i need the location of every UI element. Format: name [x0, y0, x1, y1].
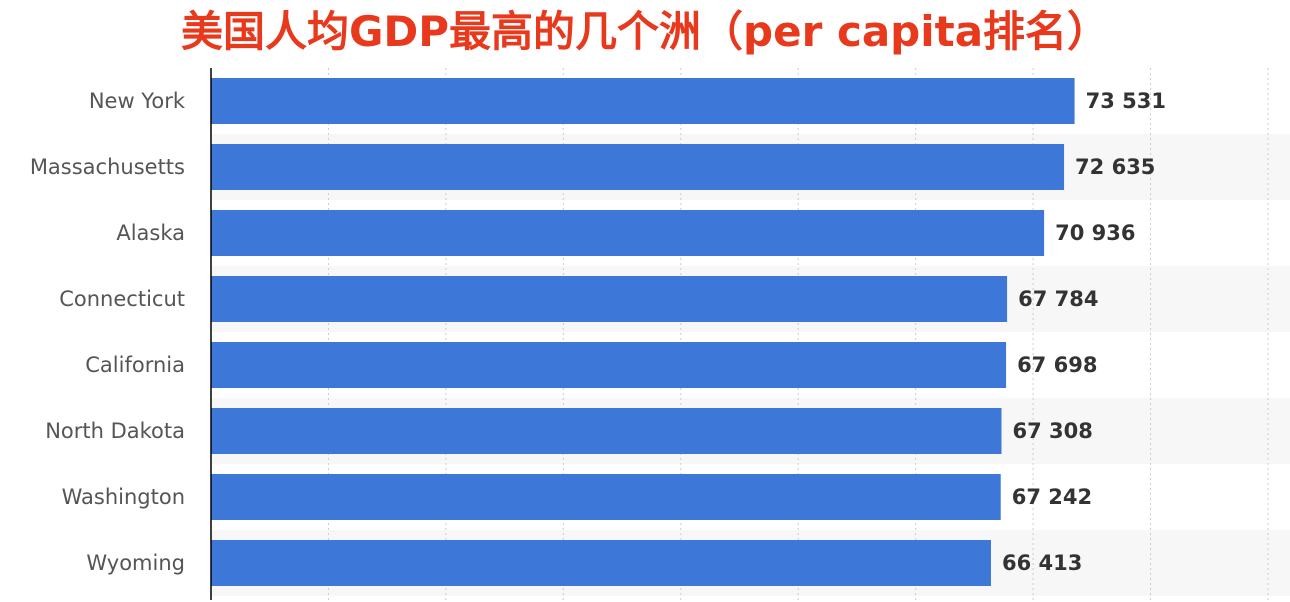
bar — [211, 78, 1075, 124]
bars — [211, 78, 1075, 586]
gridlines — [327, 68, 1269, 600]
bar — [211, 408, 1002, 454]
value-label: 73 531 — [1086, 89, 1166, 113]
category-label: North Dakota — [45, 419, 185, 443]
category-label: Massachusetts — [30, 155, 185, 179]
bar — [211, 210, 1045, 256]
category-label: Alaska — [116, 221, 185, 245]
value-label: 67 242 — [1012, 485, 1092, 509]
category-label: Connecticut — [59, 287, 185, 311]
value-label: 70 936 — [1055, 221, 1135, 245]
value-label: 67 698 — [1017, 353, 1097, 377]
category-label: Wyoming — [86, 551, 185, 575]
value-labels: 73 531 72 635 70 936 67 784 67 698 67 308 67 2… — [1002, 89, 1166, 575]
value-label: 72 635 — [1075, 155, 1155, 179]
value-label: 67 784 — [1018, 287, 1098, 311]
bar — [211, 342, 1007, 388]
bar — [211, 144, 1065, 190]
category-label: California — [85, 353, 185, 377]
value-label: 66 413 — [1002, 551, 1082, 575]
category-label: Washington — [62, 485, 185, 509]
category-labels: New York Massachusetts Alaska Connecticut Ca… — [30, 89, 186, 575]
bar — [211, 540, 991, 586]
value-label: 67 308 — [1012, 419, 1092, 443]
chart-title: 美国人均GDP最高的几个洲（per capita排名） — [180, 7, 1110, 56]
bar — [211, 276, 1008, 322]
category-label: New York — [89, 89, 186, 113]
bar — [211, 474, 1001, 520]
